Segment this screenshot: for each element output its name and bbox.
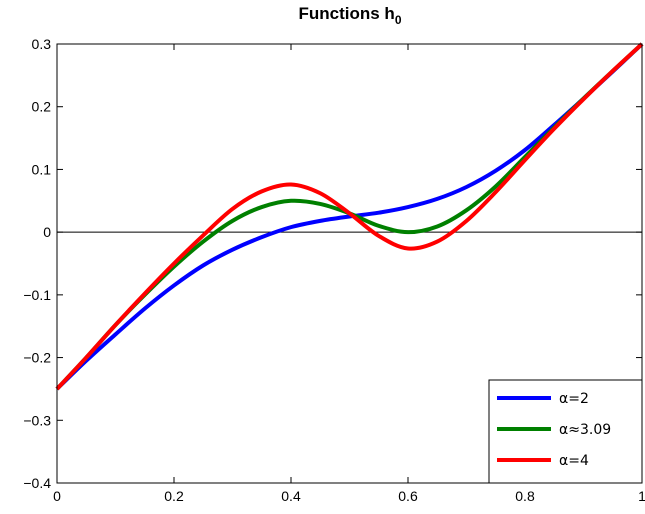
x-tick-label: 0.4 — [281, 488, 301, 504]
y-tick-label: 0 — [43, 224, 51, 240]
legend-label-0: α=2 — [559, 391, 589, 407]
legend-label-2: α=4 — [559, 453, 589, 469]
y-tick-label: 0.2 — [32, 99, 52, 115]
series-line-0 — [55, 42, 644, 391]
x-tick-label: 1 — [638, 488, 645, 504]
plot-frame — [56, 43, 643, 484]
y-tick-label: −0.4 — [23, 475, 51, 491]
x-tick-label: 0 — [53, 488, 61, 504]
chart-title-main: Functions h — [298, 4, 394, 23]
y-tick-label: −0.1 — [23, 287, 51, 303]
y-tick-label: 0.3 — [32, 36, 52, 52]
x-tick-label: 0.8 — [515, 488, 535, 504]
chart-title-subscript: 0 — [395, 13, 402, 27]
y-tick-label: 0.1 — [32, 161, 52, 177]
series-line-2 — [55, 42, 644, 391]
legend-label-1: α≈3.09 — [559, 422, 611, 438]
y-tick-label: −0.3 — [23, 412, 51, 428]
y-tick-label: −0.2 — [23, 350, 51, 366]
x-tick-label: 0.2 — [164, 488, 184, 504]
x-tick-label: 0.6 — [398, 488, 418, 504]
chart-title: Functions h0 — [298, 4, 401, 27]
